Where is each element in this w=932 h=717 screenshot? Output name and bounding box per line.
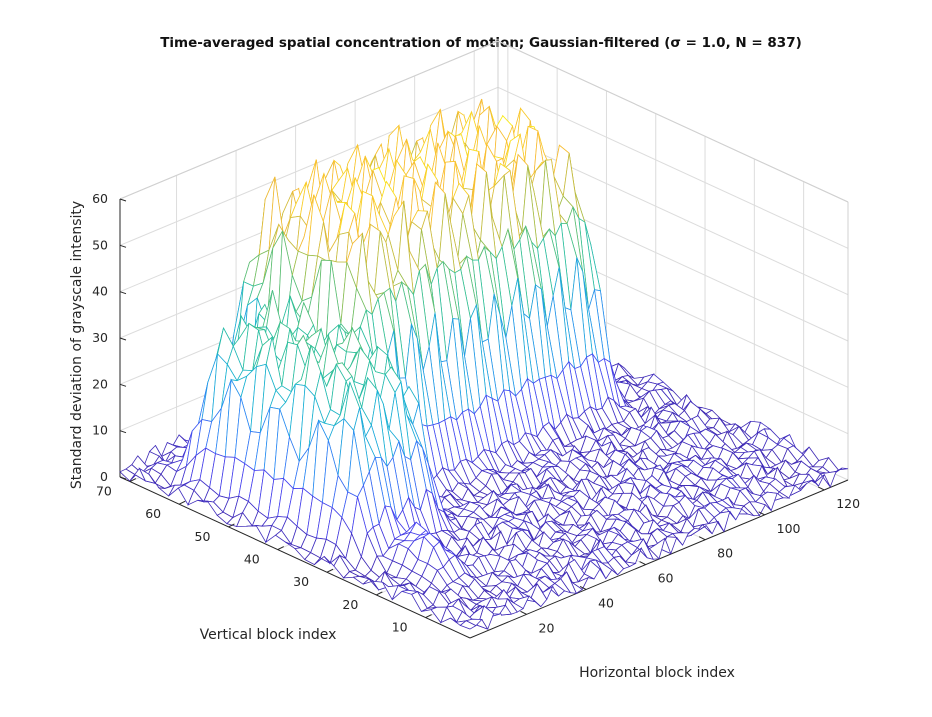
z-tick-mark <box>119 291 127 295</box>
y-axis-label: Vertical block index <box>200 627 337 643</box>
y-tick-mark <box>228 523 235 528</box>
x-tick-label: 40 <box>598 595 614 610</box>
z-axis-label: Standard deviation of grayscale intensit… <box>69 201 85 489</box>
x-tick-label: 120 <box>836 496 860 511</box>
x-tick-mark <box>817 486 825 491</box>
y-tick-mark <box>326 568 334 573</box>
z-tick-label: 60 <box>92 191 108 206</box>
mesh-cell <box>459 620 477 630</box>
x-tick-mark <box>520 610 527 615</box>
y-tick-mark <box>425 614 432 619</box>
x-tick-label: 100 <box>777 521 801 536</box>
z-tick-mark <box>119 383 127 387</box>
box-edge <box>497 40 849 203</box>
y-axis-ticks: 10 20 30 40 50 60 70 <box>96 478 432 635</box>
z-axis-ticks: 0 10 20 30 40 50 60 <box>92 191 127 484</box>
z-tick-label: 40 <box>92 284 108 299</box>
z-tick-mark <box>119 430 127 434</box>
y-tick-mark <box>178 500 186 505</box>
chart-title: Time-averaged spatial concentration of m… <box>160 35 802 51</box>
x-tick-label: 80 <box>717 546 733 561</box>
z-tick-label: 20 <box>92 376 108 391</box>
y-tick-mark <box>376 591 383 596</box>
z-tick-mark <box>119 337 127 341</box>
x-tick-label: 20 <box>539 620 555 635</box>
y-tick-label: 20 <box>342 597 358 612</box>
surface-mesh <box>119 98 849 630</box>
x-tick-mark <box>698 536 706 541</box>
y-tick-label: 40 <box>244 552 260 567</box>
x-tick-label: 60 <box>658 571 674 586</box>
y-tick-mark <box>277 546 284 551</box>
z-tick-label: 50 <box>92 237 108 252</box>
y-tick-mark <box>129 478 137 482</box>
x-tick-mark <box>758 511 765 516</box>
x-axis-label: Horizontal block index <box>579 665 735 681</box>
z-tick-mark <box>119 198 127 202</box>
y-tick-label: 30 <box>293 574 309 589</box>
y-tick-label: 60 <box>145 506 161 521</box>
z-tick-mark <box>119 244 127 248</box>
z-tick-label: 0 <box>100 469 108 484</box>
z-tick-label: 30 <box>92 330 108 345</box>
x-tick-mark <box>579 586 587 590</box>
y-tick-label: 10 <box>392 620 408 635</box>
z-tick-mark <box>119 476 127 480</box>
box-edge <box>119 40 499 200</box>
x-tick-mark <box>639 561 646 566</box>
x-axis-ticks: 20 40 60 80 100 120 <box>520 486 860 635</box>
axis-line <box>119 476 471 639</box>
y-tick-label: 50 <box>195 529 211 544</box>
y-tick-label: 70 <box>96 484 112 499</box>
z-tick-label: 10 <box>92 423 108 438</box>
